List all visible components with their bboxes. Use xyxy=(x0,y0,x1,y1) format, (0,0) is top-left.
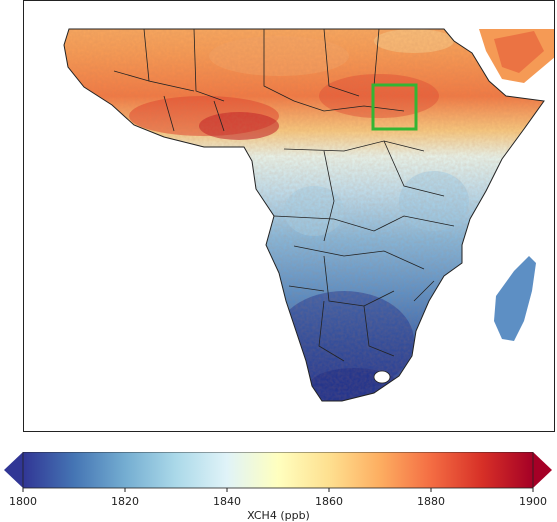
colorbar-tick-label: 1860 xyxy=(315,495,343,508)
colorbar-tick-label: 1900 xyxy=(519,495,547,508)
colorbar-tick-label: 1800 xyxy=(9,495,37,508)
colorbar-tick-label: 1880 xyxy=(417,495,445,508)
madagascar xyxy=(494,256,536,341)
colorbar-label: XCH4 (ppb) xyxy=(247,509,310,522)
colorbar-extend-min xyxy=(4,452,23,488)
colorbar-ticks xyxy=(22,488,534,492)
colorbar-bar xyxy=(23,452,533,488)
colorbar-extend-max xyxy=(533,452,552,488)
arabia-region xyxy=(479,29,554,83)
colorbar-tick-label: 1840 xyxy=(213,495,241,508)
map-frame xyxy=(23,0,555,432)
highlight-box xyxy=(371,83,418,131)
country-borders xyxy=(113,28,455,362)
colorbar xyxy=(4,452,552,492)
colorbar-tick-label: 1820 xyxy=(111,495,139,508)
methane-map xyxy=(63,28,554,402)
